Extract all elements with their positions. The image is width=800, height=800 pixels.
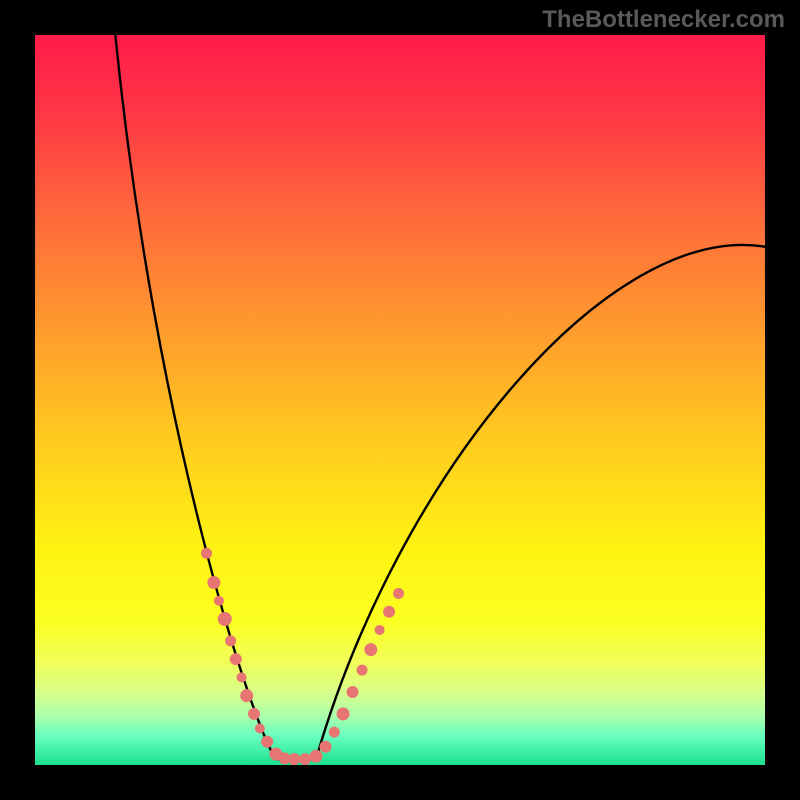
- data-marker: [225, 635, 236, 646]
- data-marker: [357, 665, 368, 676]
- data-marker: [248, 708, 260, 720]
- data-marker: [320, 741, 332, 753]
- data-marker: [240, 689, 253, 702]
- data-marker: [337, 707, 350, 720]
- data-marker: [347, 686, 359, 698]
- plot-background: [35, 35, 765, 765]
- data-marker: [214, 596, 224, 606]
- data-marker: [288, 753, 300, 765]
- data-marker: [393, 588, 404, 599]
- data-marker: [329, 727, 340, 738]
- data-marker: [230, 653, 242, 665]
- data-marker: [375, 625, 385, 635]
- chart-canvas: TheBottlenecker.com: [0, 0, 800, 800]
- data-marker: [237, 672, 247, 682]
- plot-svg: [35, 35, 765, 765]
- data-marker: [207, 576, 220, 589]
- data-marker: [383, 606, 395, 618]
- data-marker: [261, 736, 273, 748]
- data-marker: [255, 724, 265, 734]
- data-marker: [299, 753, 311, 765]
- data-marker: [310, 750, 323, 763]
- data-marker: [201, 548, 212, 559]
- data-marker: [364, 643, 377, 656]
- watermark-text: TheBottlenecker.com: [542, 6, 785, 34]
- data-marker: [218, 612, 232, 626]
